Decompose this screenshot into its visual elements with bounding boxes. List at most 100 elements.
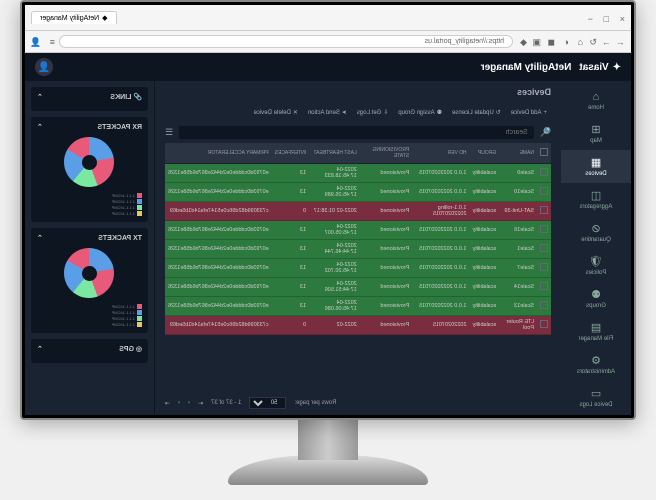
sidebar-item-licenses[interactable]: ⎘Licenses (561, 414, 631, 415)
table-cell: e0793d0cddde0e2d442e867b6d58e1326 (165, 259, 272, 278)
panel-title: 🔗 LINKS (110, 93, 142, 101)
sidebar-item-label: File Manager (579, 336, 614, 342)
table-row[interactable]: Scale10scalability1.0.0 20220207015Provi… (165, 183, 551, 202)
page-title: Devices (155, 81, 561, 103)
row-checkbox[interactable] (540, 301, 548, 309)
column-header[interactable]: INTERFACES (272, 143, 309, 164)
legend-swatch (137, 304, 142, 309)
column-header[interactable]: GROUP (469, 143, 499, 164)
table-cell: 1.0.0 20220207015 (412, 278, 469, 297)
sidebar-item-policies[interactable]: 🛡Policies (561, 249, 631, 282)
column-header[interactable]: PROVISIONING STATE (360, 143, 412, 164)
nav-back-icon[interactable]: ← (615, 37, 625, 47)
send-action-button[interactable]: ➤Send Action (304, 107, 351, 118)
ext3-icon[interactable]: ▣ (531, 37, 541, 47)
collapse-icon[interactable]: ⌃ (37, 345, 43, 353)
window-min-icon[interactable]: − (585, 14, 593, 22)
column-header[interactable]: LAST HEARTBEAT (309, 143, 360, 164)
legend-item: 1.1.1.1/ICMP (37, 316, 142, 321)
ext2-icon[interactable]: ◼ (545, 37, 555, 47)
row-checkbox[interactable] (540, 225, 548, 233)
row-checkbox[interactable] (540, 263, 548, 271)
page-prev-icon[interactable]: ‹ (188, 400, 190, 406)
browser-tab[interactable]: ◆ NetAgility Manager (31, 11, 117, 24)
collapse-icon[interactable]: ⌃ (37, 93, 43, 101)
table-row[interactable]: Scale1scalability1.0.0 20220207015Provis… (165, 240, 551, 259)
url-input[interactable]: https://netagility_portal.us (59, 35, 513, 48)
legend-item: 1.1.1.1/ICMP (37, 304, 142, 309)
sidebar-item-map[interactable]: ⊞Map (561, 117, 631, 150)
table-cell: c733099d82d96c0e5147efa14d1b5ed69 (165, 316, 272, 335)
table-cell: Scale13 (499, 297, 537, 316)
select-all-checkbox[interactable] (540, 148, 548, 156)
assign-group-icon: ⚉ (437, 109, 442, 116)
table-row[interactable]: LTE Router Poolscalability20220207015Pro… (165, 316, 551, 335)
update-license-button[interactable]: ↻Update License (448, 107, 505, 118)
table-cell: 13 (272, 259, 309, 278)
table-row[interactable]: Scale9scalability1.0.0 20220207015Provis… (165, 164, 551, 183)
window-max-icon[interactable]: □ (601, 14, 609, 22)
table-row[interactable]: SAT-Unit-39scalability1.0.1-rolling 2022… (165, 202, 551, 221)
nav-reload-icon[interactable]: ↻ (587, 37, 597, 47)
sidebar-item-home[interactable]: ⌂Home (561, 85, 631, 117)
page-size-select[interactable]: 50 (249, 397, 286, 409)
page-first-icon[interactable]: ⇤ (198, 400, 203, 407)
sidebar-item-groups[interactable]: ⚉Groups (561, 282, 631, 315)
ext4-icon[interactable]: ◆ (517, 37, 527, 47)
tab-favicon-icon: ◆ (102, 14, 107, 22)
window-close-icon[interactable]: × (617, 14, 625, 22)
table-row[interactable]: Scale7scalability1.0.0 20220207015Provis… (165, 259, 551, 278)
legend-swatch (137, 310, 142, 315)
sidebar-item-file-manager[interactable]: ▤File Manager (561, 315, 631, 348)
table-cell: Provisioned (360, 202, 412, 221)
sidebar-item-quarantine[interactable]: ⊘Quarantine (561, 216, 631, 249)
assign-group-button[interactable]: ⚉Assign Group (394, 107, 446, 118)
add-device-button[interactable]: +Add Device (507, 107, 551, 118)
sidebar-item-administrators[interactable]: ⚙Administrators (561, 348, 631, 381)
table-cell: 13 (272, 278, 309, 297)
ext1-icon[interactable]: ◐ (559, 37, 569, 47)
row-checkbox[interactable] (540, 206, 548, 214)
update-license-icon: ↻ (496, 109, 501, 116)
table-cell: scalability (469, 183, 499, 202)
user-avatar[interactable]: 👤 (35, 58, 53, 76)
column-header[interactable]: HD VER (412, 143, 469, 164)
column-header[interactable] (537, 143, 551, 164)
row-checkbox[interactable] (540, 320, 548, 328)
table-cell: Provisioned (360, 316, 412, 335)
toolbar: +Add Device↻Update License⚉Assign Group⇩… (155, 103, 561, 122)
sidebar-item-aggregators[interactable]: ◫Aggregators (561, 183, 631, 216)
filter-icon[interactable]: ☰ (165, 127, 173, 138)
sidebar-item-device-logs[interactable]: ▭Device Logs (561, 381, 631, 414)
row-checkbox[interactable] (540, 282, 548, 290)
legend-swatch (137, 199, 142, 204)
table-row[interactable]: Scale16scalability1.0.0 20220207015Provi… (165, 221, 551, 240)
table-row[interactable]: Scale13scalability1.0.0 20220207015Provi… (165, 297, 551, 316)
delete-device-button[interactable]: ✕Delete Device (249, 107, 301, 118)
search-icon[interactable]: 🔍 (540, 127, 551, 138)
page-next-icon[interactable]: › (178, 400, 180, 406)
collapse-icon[interactable]: ⌃ (37, 234, 43, 242)
menu-icon[interactable]: ≡ (45, 37, 55, 47)
row-checkbox[interactable] (540, 244, 548, 252)
table-cell: e0793d0cddde0e2d442e867b6d58e1326 (165, 278, 272, 297)
search-input[interactable] (179, 126, 534, 139)
nav-fwd-icon[interactable]: → (601, 37, 611, 47)
panel-title: ◎ GPS (119, 345, 142, 353)
profile-icon[interactable]: 👤 (31, 37, 41, 47)
table-cell: 13 (272, 221, 309, 240)
page-last-icon[interactable]: ⇥ (165, 400, 170, 407)
column-header[interactable]: NAME (499, 143, 537, 164)
get-logs-button[interactable]: ⇩Get Logs (353, 107, 392, 118)
chart-legend: 1.1.1.1/ICMP1.1.1.1/ICMP1.1.1.1/ICMP1.1.… (37, 193, 142, 216)
sidebar-item-devices[interactable]: ▦Devices (561, 150, 631, 183)
row-checkbox[interactable] (540, 187, 548, 195)
nav-home-icon[interactable]: ⌂ (573, 37, 583, 47)
table-row[interactable]: Scale14scalability1.0.0 20220207015Provi… (165, 278, 551, 297)
aggregators-icon: ◫ (591, 189, 601, 202)
table-cell: 2022-04 17:44:46.744 (309, 240, 360, 259)
collapse-icon[interactable]: ⌃ (37, 123, 43, 131)
row-checkbox[interactable] (540, 168, 548, 176)
send-action-icon: ➤ (342, 109, 347, 116)
column-header[interactable]: PRIMARY ACCELERATOR (165, 143, 272, 164)
